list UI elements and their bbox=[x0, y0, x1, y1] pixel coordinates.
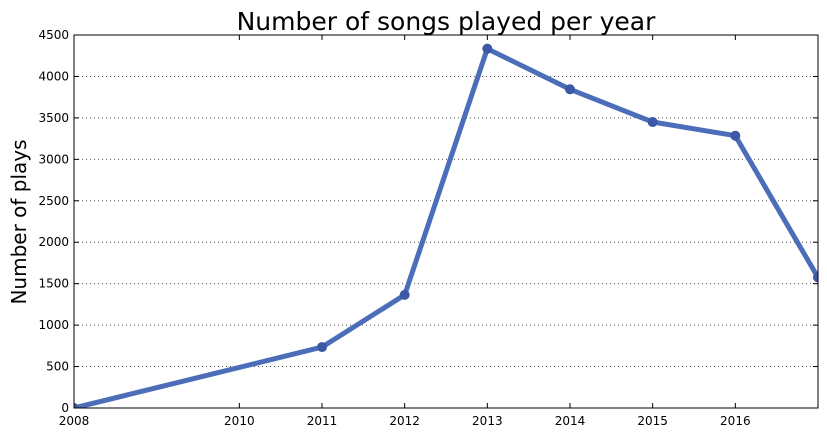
axes: 0 500 1000 1500 2000 2500 3000 3500 4000 4500 2008… bbox=[38, 28, 818, 428]
y-tick-label: 4000 bbox=[38, 69, 69, 83]
y-tick-label: 1000 bbox=[38, 318, 69, 332]
x-tick-label: 2012 bbox=[389, 414, 420, 428]
y-axis-label: Number of plays bbox=[7, 139, 31, 304]
y-tick-label: 500 bbox=[46, 360, 69, 374]
series-line bbox=[74, 46, 818, 408]
y-tick-label: 4500 bbox=[38, 28, 69, 42]
x-tick-label: 2013 bbox=[472, 414, 503, 428]
data-point bbox=[482, 43, 493, 54]
y-tick-label: 1500 bbox=[38, 277, 69, 291]
data-point bbox=[74, 403, 79, 408]
data-point bbox=[647, 117, 658, 128]
x-tick-label: 2011 bbox=[307, 414, 338, 428]
series-group bbox=[74, 43, 818, 408]
x-tick-label: 2010 bbox=[224, 414, 255, 428]
series bbox=[74, 43, 818, 408]
data-point bbox=[317, 342, 327, 353]
y-tick-label: 3000 bbox=[38, 152, 69, 166]
y-tick-label: 0 bbox=[61, 401, 69, 415]
grid bbox=[74, 75, 818, 368]
x-tick-label: 2015 bbox=[637, 414, 668, 428]
y-tick-label: 2500 bbox=[38, 194, 69, 208]
x-tick-label: 2014 bbox=[555, 414, 586, 428]
data-point bbox=[399, 289, 410, 300]
chart-title: Number of songs played per year bbox=[237, 7, 657, 36]
y-tick-label: 2000 bbox=[38, 235, 69, 249]
data-point bbox=[813, 272, 818, 283]
data-point bbox=[565, 84, 575, 95]
x-tick-label: 2016 bbox=[720, 414, 751, 428]
y-tick-label: 3500 bbox=[38, 111, 69, 125]
plot-frame bbox=[73, 34, 819, 409]
x-tick-label: 2008 bbox=[59, 414, 90, 428]
data-point bbox=[730, 130, 741, 141]
